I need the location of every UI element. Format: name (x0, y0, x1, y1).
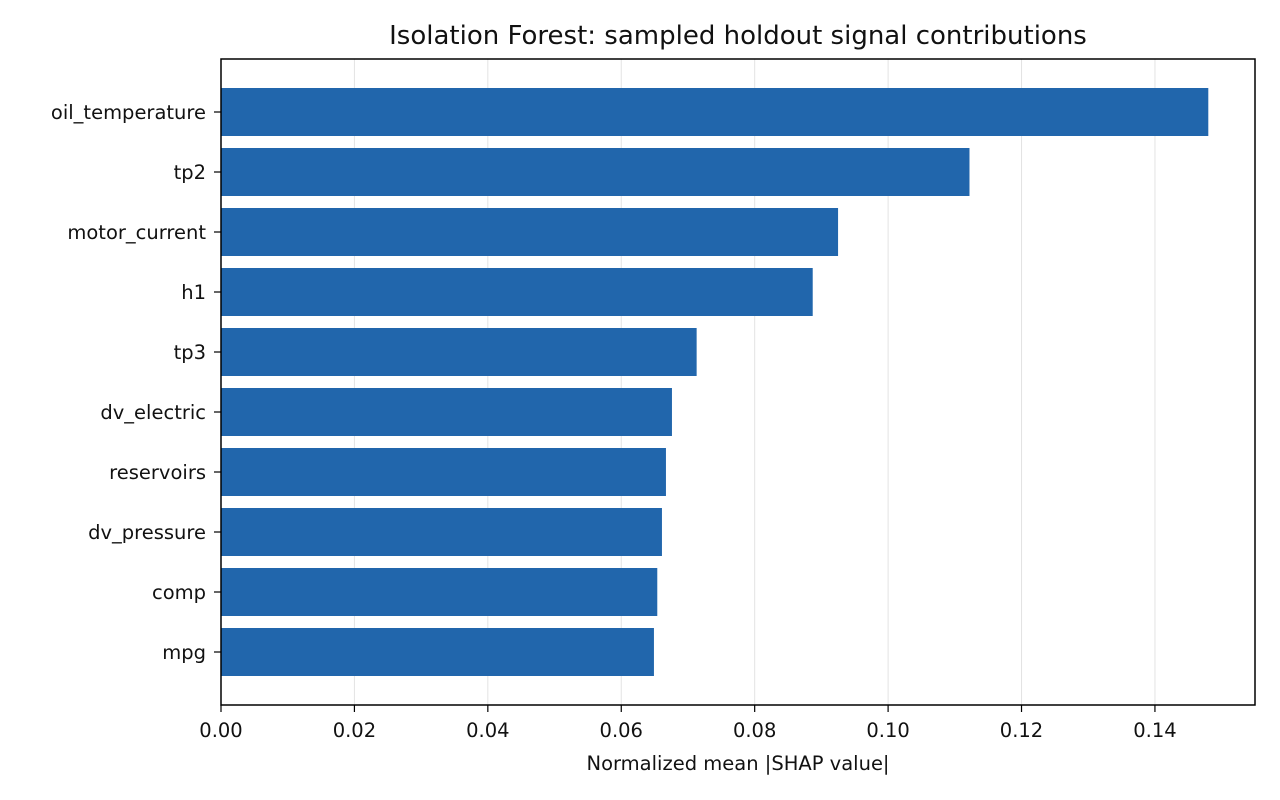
y-tick-label: tp2 (174, 161, 206, 184)
bar (221, 88, 1209, 136)
x-tick-label: 0.04 (466, 719, 509, 742)
y-tick-label: mpg (162, 641, 206, 664)
x-tick-label: 0.08 (733, 719, 776, 742)
bars (221, 88, 1209, 676)
bar (221, 328, 697, 376)
y-tick-label: h1 (181, 281, 206, 304)
x-axis: 0.00 0.02 0.04 0.06 0.08 0.10 0.12 0.14 (199, 705, 1177, 742)
y-tick-label: tp3 (174, 341, 206, 364)
x-tick-label: 0.12 (1000, 719, 1043, 742)
x-tick-label: 0.10 (866, 719, 909, 742)
x-tick-label: 0.02 (333, 719, 376, 742)
x-tick-label: 0.06 (600, 719, 643, 742)
bar (221, 148, 970, 196)
x-axis-label: Normalized mean |SHAP value| (586, 752, 889, 775)
bar (221, 628, 654, 676)
bar (221, 448, 666, 496)
bar (221, 388, 672, 436)
plot-frame (220, 58, 1256, 706)
y-tick-label: motor_current (67, 221, 206, 244)
y-tick-label: reservoirs (109, 461, 206, 484)
bar (221, 208, 839, 256)
x-tick-label: 0.14 (1133, 719, 1176, 742)
y-tick-label: dv_electric (100, 401, 206, 424)
y-tick-label: comp (152, 581, 206, 604)
bar (221, 508, 662, 556)
y-axis: oil_temperature tp2 motor_current h1 tp3 dv_e… (51, 101, 221, 664)
bar (221, 268, 813, 316)
chart-title: Isolation Forest: sampled holdout signal… (389, 21, 1087, 51)
y-tick-label: dv_pressure (88, 521, 206, 544)
y-tick-label: oil_temperature (51, 101, 206, 124)
bar (221, 568, 658, 616)
x-tick-label: 0.00 (199, 719, 242, 742)
